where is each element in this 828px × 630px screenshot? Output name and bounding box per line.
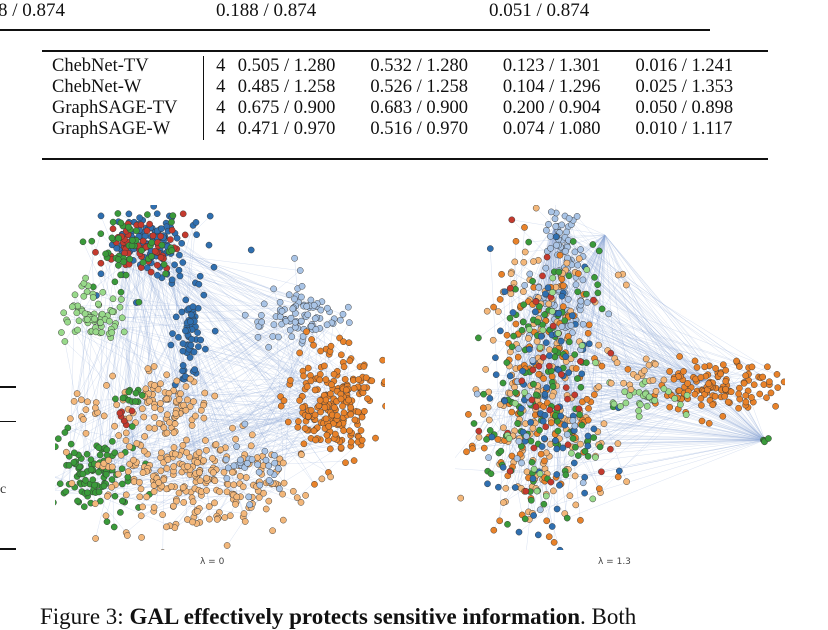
margin-rule xyxy=(0,421,16,422)
previous-table-row: 8 / 0.874 0.188 / 0.874 0.051 / 0.874 xyxy=(0,0,828,30)
metric-cell: 0.123 / 1.301 xyxy=(502,56,601,76)
margin-rule xyxy=(0,548,16,550)
table-row: ChebNet-TV 4 0.505 / 1.280 0.532 / 1.280… xyxy=(42,56,768,77)
metric-cell: 0.485 / 1.258 xyxy=(237,77,336,97)
prev-cell-1: 8 / 0.874 xyxy=(0,0,66,21)
table-row: ChebNet-W 4 0.485 / 1.258 0.526 / 1.258 … xyxy=(42,77,768,98)
metric-cell: 0.025 / 1.353 xyxy=(635,77,734,97)
metric-cell: 0.516 / 0.970 xyxy=(370,119,468,139)
results-table: ChebNet-TV 4 0.505 / 1.280 0.532 / 1.280… xyxy=(42,56,768,140)
node-layer xyxy=(55,205,385,550)
k-value: 4 xyxy=(216,119,226,139)
metric-cell: 0.683 / 0.900 xyxy=(370,98,468,118)
caption-suffix: . Both xyxy=(580,604,637,629)
table-bottom-rule xyxy=(42,158,768,160)
table-row: GraphSAGE-W 4 0.471 / 0.970 0.516 / 0.97… xyxy=(42,119,768,140)
metric-cell: 0.532 / 1.280 xyxy=(370,56,468,76)
embedding-plot-lambda-1-3 xyxy=(455,205,785,550)
table-row: GraphSAGE-TV 4 0.675 / 0.900 0.683 / 0.9… xyxy=(42,98,768,119)
metric-cell: 0.104 / 1.296 xyxy=(502,77,601,97)
embedding-plot-lambda-0 xyxy=(55,205,385,550)
metric-cell: 0.016 / 1.241 xyxy=(635,56,734,76)
k-value: 4 xyxy=(216,98,226,118)
prev-cell-3: 0.051 / 0.874 xyxy=(489,0,590,21)
table-top-rule xyxy=(42,50,768,52)
margin-rule xyxy=(0,386,16,388)
metric-cell: 0.010 / 1.117 xyxy=(635,119,733,139)
metric-cell: 0.074 / 1.080 xyxy=(502,119,601,139)
margin-text-fragment: c xyxy=(0,482,7,497)
metric-cell: 0.675 / 0.900 xyxy=(237,98,336,118)
top-rule xyxy=(0,29,710,31)
metric-cell: 0.526 / 1.258 xyxy=(370,77,468,97)
model-name: GraphSAGE-W xyxy=(42,119,204,140)
metric-cell: 0.050 / 0.898 xyxy=(635,98,734,118)
prev-cell-2: 0.188 / 0.874 xyxy=(216,0,317,21)
model-name: ChebNet-TV xyxy=(42,56,204,77)
node-layer xyxy=(457,205,785,550)
plot-label-right: λ = 1.3 xyxy=(598,557,631,567)
metric-cell: 0.505 / 1.280 xyxy=(237,56,336,76)
metric-cell: 0.200 / 0.904 xyxy=(502,98,601,118)
edge-layer xyxy=(455,205,778,550)
caption-bold: GAL effectively protects sensitive infor… xyxy=(129,604,580,629)
k-value: 4 xyxy=(216,77,226,97)
figure-caption: Figure 3: GAL effectively protects sensi… xyxy=(40,604,636,630)
model-name: GraphSAGE-TV xyxy=(42,98,204,119)
model-name: ChebNet-W xyxy=(42,77,204,98)
plot-label-left: λ = 0 xyxy=(200,557,225,567)
caption-prefix: Figure 3: xyxy=(40,604,130,629)
metric-cell: 0.471 / 0.970 xyxy=(237,119,336,139)
k-value: 4 xyxy=(216,56,226,76)
